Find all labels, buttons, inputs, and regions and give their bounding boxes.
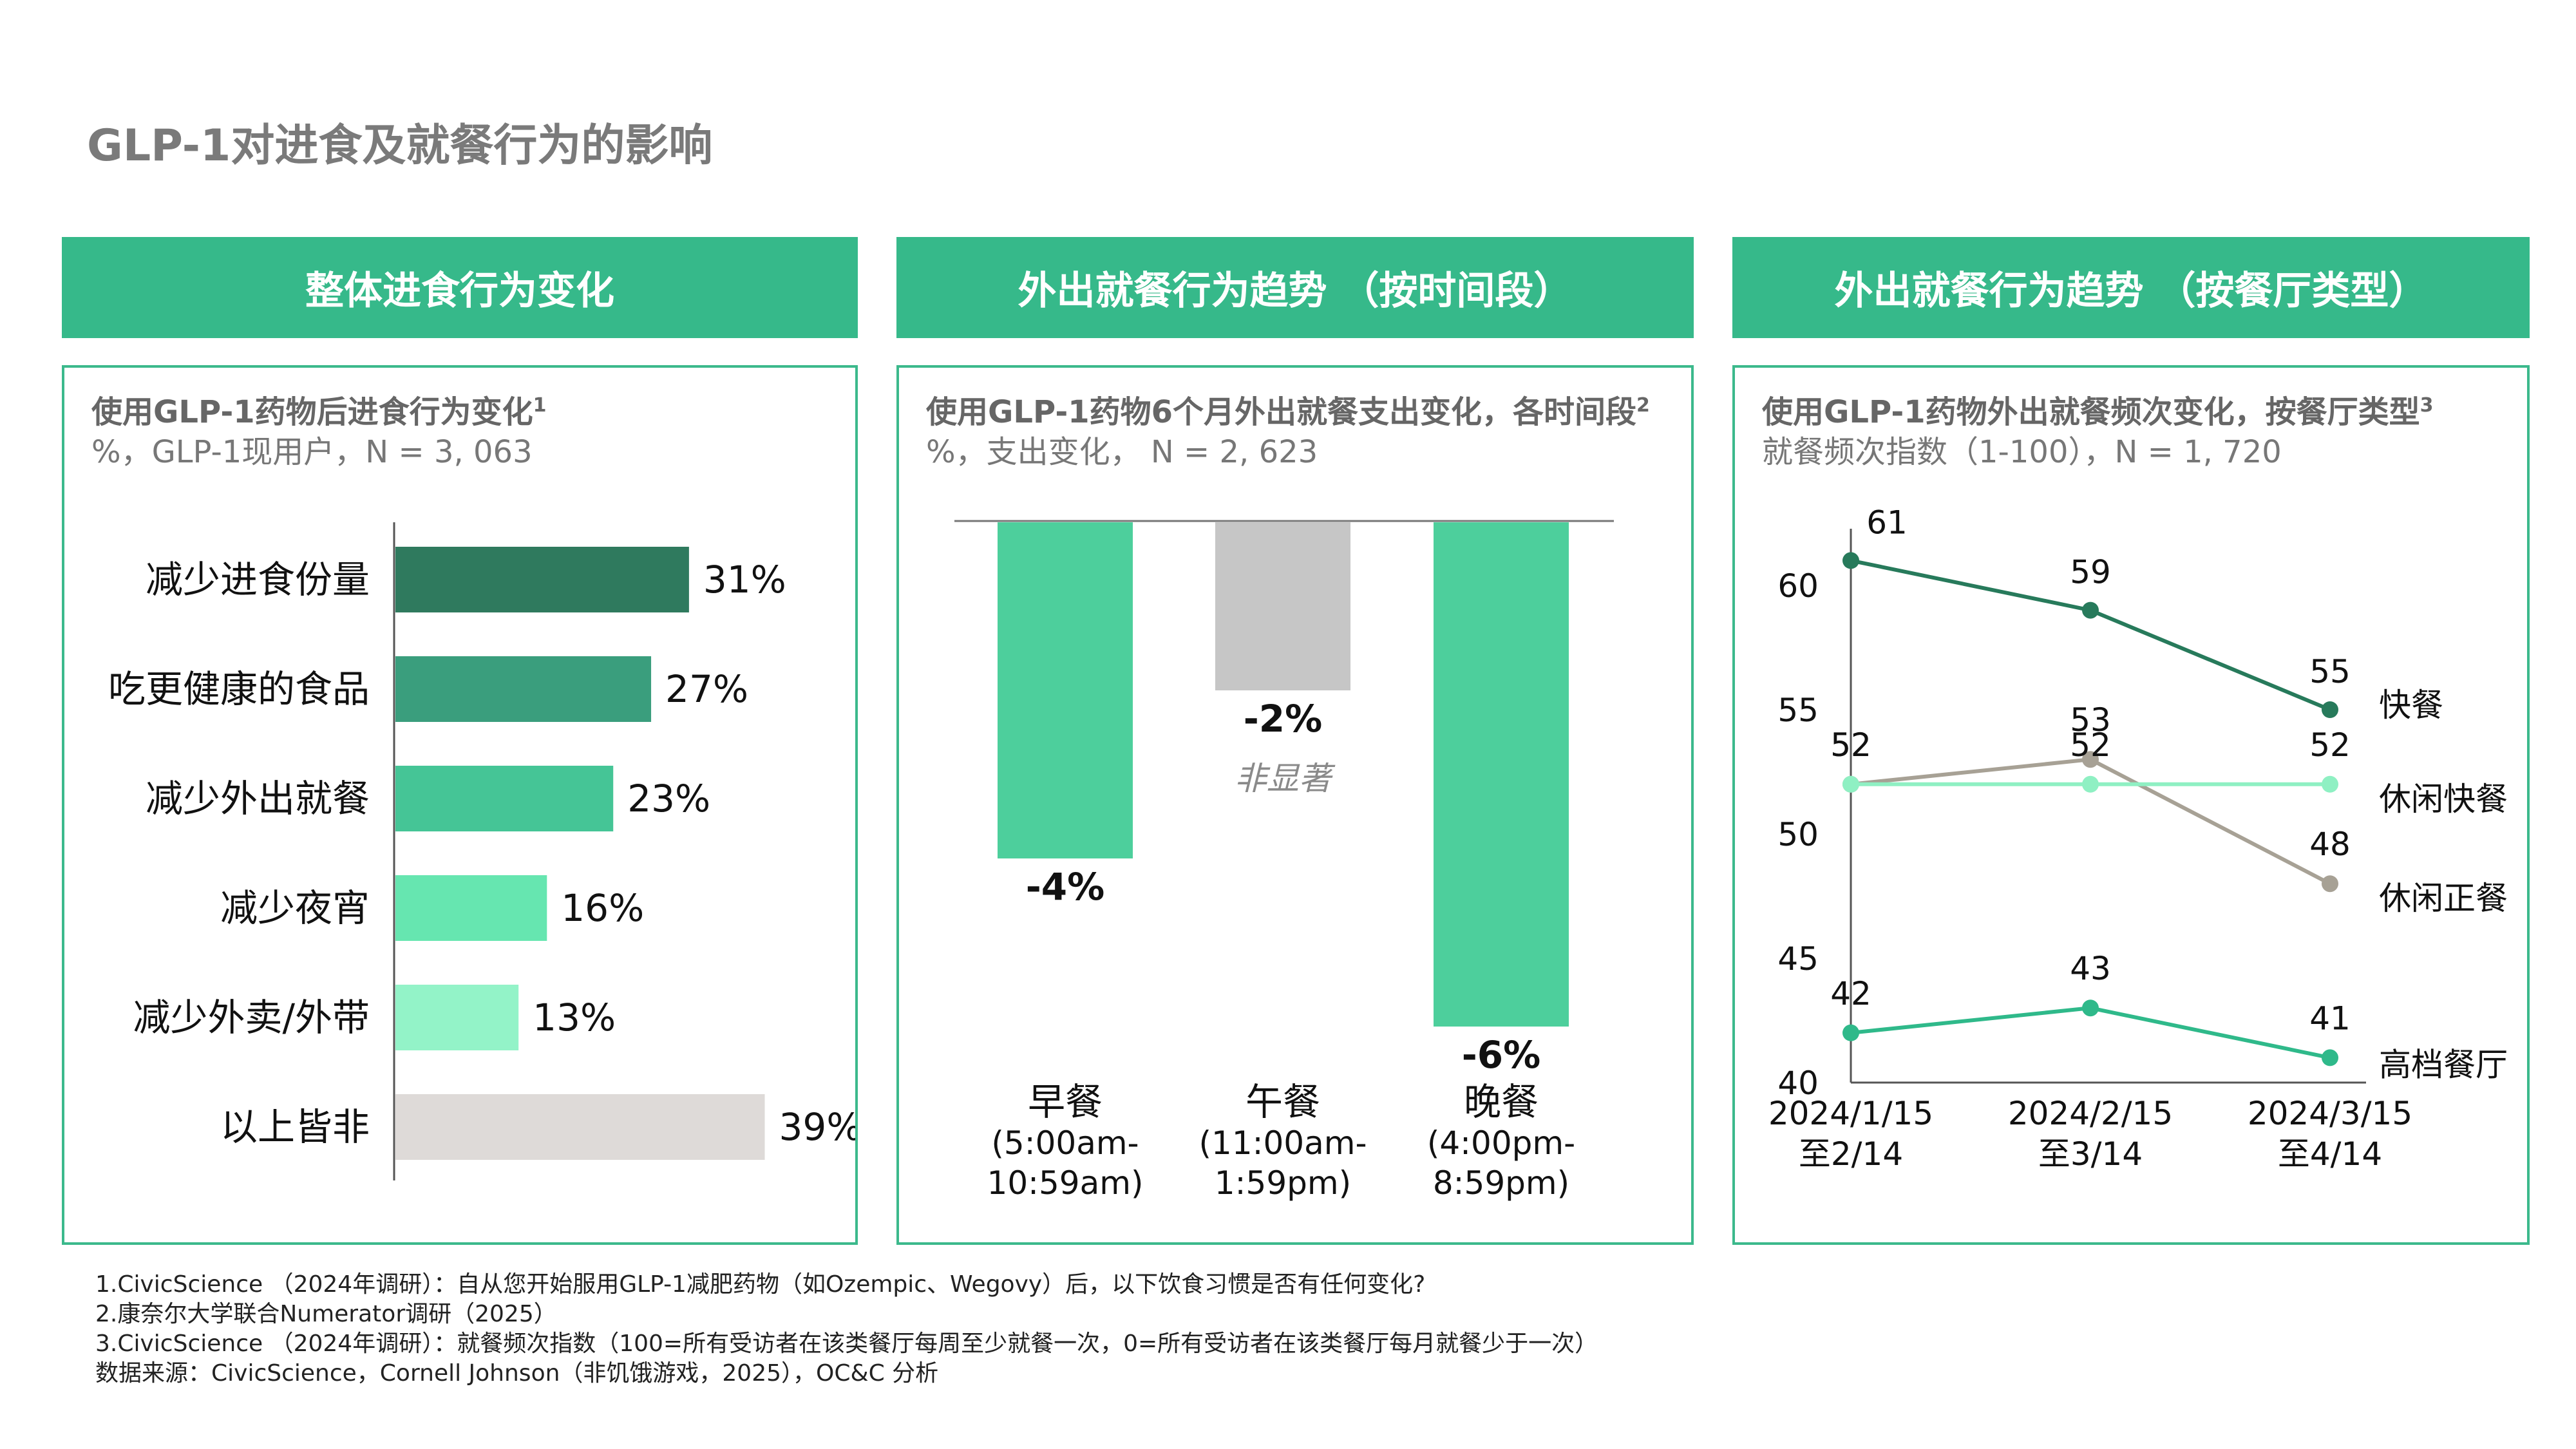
y-tick-label: 55 — [1777, 692, 1819, 729]
spending-by-meal-bar-chart: -4% 早餐(5:00am-10:59am) -2% 午餐(11:00am-1:59p… — [954, 520, 1614, 1202]
panel-subtitle: 使用GLP-1药物外出就餐频次变化，按餐厅类型3 就餐频次指数（1-100），N… — [1762, 386, 2434, 472]
x-tick-label: 至2/14 — [1799, 1135, 1903, 1173]
data-label: 55 — [2309, 653, 2351, 690]
category-label: 午餐 — [1245, 1080, 1320, 1124]
x-tick-label: 至3/14 — [2038, 1135, 2143, 1173]
category-label: 吃更健康的食品 — [108, 667, 370, 711]
category-label: 晚餐 — [1464, 1080, 1539, 1124]
data-point — [2082, 601, 2099, 619]
data-label: 42 — [1830, 975, 1871, 1012]
series-label: 高档餐厅 — [2379, 1046, 2508, 1083]
subtitle-units: 就餐频次指数（1-100），N = 1, 720 — [1762, 434, 2282, 470]
data-point — [2082, 775, 2099, 793]
data-label: 61 — [1866, 504, 1908, 541]
y-tick-label: 60 — [1777, 567, 1819, 605]
bar — [998, 522, 1133, 858]
data-label: 41 — [2309, 999, 2351, 1037]
data-point — [2322, 701, 2338, 718]
category-sublabel: (5:00am- — [991, 1124, 1139, 1162]
bar — [395, 547, 689, 612]
category-label: 减少进食份量 — [146, 558, 370, 601]
eating-behavior-bar-chart: 减少进食份量 31% 吃更健康的食品 27% 减少外出就餐 23% 减少夜宵 16% 减少外卖/… — [108, 522, 855, 1180]
subtitle-text: 使用GLP-1药物6个月外出就餐支出变化，各时间段 — [926, 394, 1637, 430]
data-label: 13% — [533, 996, 616, 1039]
x-tick-label: 2024/1/15 — [1768, 1095, 1933, 1132]
x-tick-label: 至4/14 — [2278, 1135, 2382, 1173]
page-title: GLP-1对进食及就餐行为的影响 — [87, 120, 713, 171]
data-point — [2322, 1049, 2338, 1066]
data-point — [2082, 999, 2099, 1017]
footnote-ref: 3 — [2420, 394, 2434, 417]
series-label: 休闲快餐 — [2379, 781, 2508, 818]
series-label: 快餐 — [2379, 687, 2443, 724]
footnote-ref: 1 — [533, 394, 547, 417]
category-label: 减少外卖/外带 — [133, 996, 370, 1039]
subtitle-text: 使用GLP-1药物外出就餐频次变化，按餐厅类型 — [1762, 394, 2420, 430]
y-tick-label: 40 — [1777, 1065, 1819, 1102]
bar — [395, 766, 614, 831]
header-dining-by-time: 外出就餐行为趋势 （按时间段） — [896, 237, 1694, 338]
footnotes: 1.CivicScience （2024年调研）：自从您开始服用GLP-1减肥药… — [95, 1270, 1598, 1388]
category-sublabel: 1:59pm) — [1215, 1164, 1351, 1202]
data-point — [2322, 875, 2338, 893]
footnote-2: 2.康奈尔大学联合Numerator调研（2025） — [95, 1301, 557, 1327]
category-label: 减少外出就餐 — [146, 777, 370, 820]
data-point — [1842, 775, 1859, 793]
data-label: 31% — [703, 558, 786, 601]
panel-dining-by-time: 使用GLP-1药物6个月外出就餐支出变化，各时间段2 %，支出变化， N = 2… — [896, 365, 1694, 1245]
bar — [395, 1094, 765, 1160]
data-point — [2082, 751, 2099, 768]
data-point — [1842, 552, 1859, 569]
data-label: 23% — [627, 777, 710, 820]
category-label: 早餐 — [1028, 1080, 1103, 1124]
data-label: 16% — [561, 886, 644, 930]
x-tick-label: 2024/2/15 — [2008, 1095, 2173, 1132]
series-label: 休闲正餐 — [2379, 880, 2508, 917]
significance-note: 非显著 — [1235, 760, 1336, 797]
data-source: 数据来源：CivicScience，Cornell Johnson（非饥饿游戏，… — [95, 1360, 939, 1387]
subtitle-units: %，支出变化， N = 2, 623 — [926, 434, 1318, 470]
bar — [1215, 522, 1350, 690]
category-sublabel: (11:00am- — [1199, 1124, 1367, 1162]
y-tick-label: 45 — [1777, 940, 1819, 978]
bar — [395, 875, 547, 941]
data-point — [1842, 1024, 1859, 1041]
category-label: 减少夜宵 — [220, 886, 370, 930]
data-label: 52 — [1830, 726, 1871, 764]
data-label: 27% — [665, 667, 748, 711]
panel-overall-eating: 使用GLP-1药物后进食行为变化1 %，GLP-1现用户，N = 3, 063 … — [62, 365, 858, 1245]
bar — [395, 656, 652, 722]
category-label: 以上皆非 — [220, 1105, 370, 1149]
panel-dining-by-restaurant: 使用GLP-1药物外出就餐频次变化，按餐厅类型3 就餐频次指数（1-100），N… — [1732, 365, 2530, 1245]
data-label: 52 — [2070, 726, 2111, 764]
y-tick-label: 50 — [1777, 816, 1819, 853]
data-label: -4% — [1026, 865, 1105, 909]
subtitle-text: 使用GLP-1药物后进食行为变化 — [91, 394, 533, 430]
data-label: -6% — [1462, 1033, 1541, 1077]
data-label: 52 — [1830, 726, 1871, 764]
category-sublabel: 8:59pm) — [1433, 1164, 1569, 1202]
data-label: 59 — [2070, 554, 2111, 591]
header-overall-eating: 整体进食行为变化 — [62, 237, 858, 338]
subtitle-units: %，GLP-1现用户，N = 3, 063 — [91, 434, 533, 470]
footnote-3: 3.CivicScience （2024年调研）：就餐频次指数（100=所有受访… — [95, 1331, 1598, 1357]
panel-subtitle: 使用GLP-1药物6个月外出就餐支出变化，各时间段2 %，支出变化， N = 2… — [926, 386, 1650, 472]
category-sublabel: 10:59am) — [987, 1164, 1144, 1202]
data-label: 48 — [2309, 826, 2351, 863]
data-label: 52 — [2309, 726, 2351, 764]
data-label: -2% — [1244, 697, 1323, 741]
footnote-ref: 2 — [1636, 394, 1650, 417]
data-label: 53 — [2070, 701, 2111, 739]
header-dining-by-restaurant: 外出就餐行为趋势 （按餐厅类型） — [1732, 237, 2530, 338]
x-tick-label: 2024/3/15 — [2248, 1095, 2412, 1132]
data-point — [2322, 775, 2338, 793]
bar — [1434, 522, 1569, 1027]
data-label: 39% — [779, 1105, 855, 1149]
footnote-1: 1.CivicScience （2024年调研）：自从您开始服用GLP-1减肥药… — [95, 1271, 1426, 1298]
bar — [395, 985, 519, 1050]
category-sublabel: (4:00pm- — [1427, 1124, 1575, 1162]
data-label: 43 — [2070, 950, 2111, 987]
panel-subtitle: 使用GLP-1药物后进食行为变化1 %，GLP-1现用户，N = 3, 063 — [91, 386, 547, 472]
